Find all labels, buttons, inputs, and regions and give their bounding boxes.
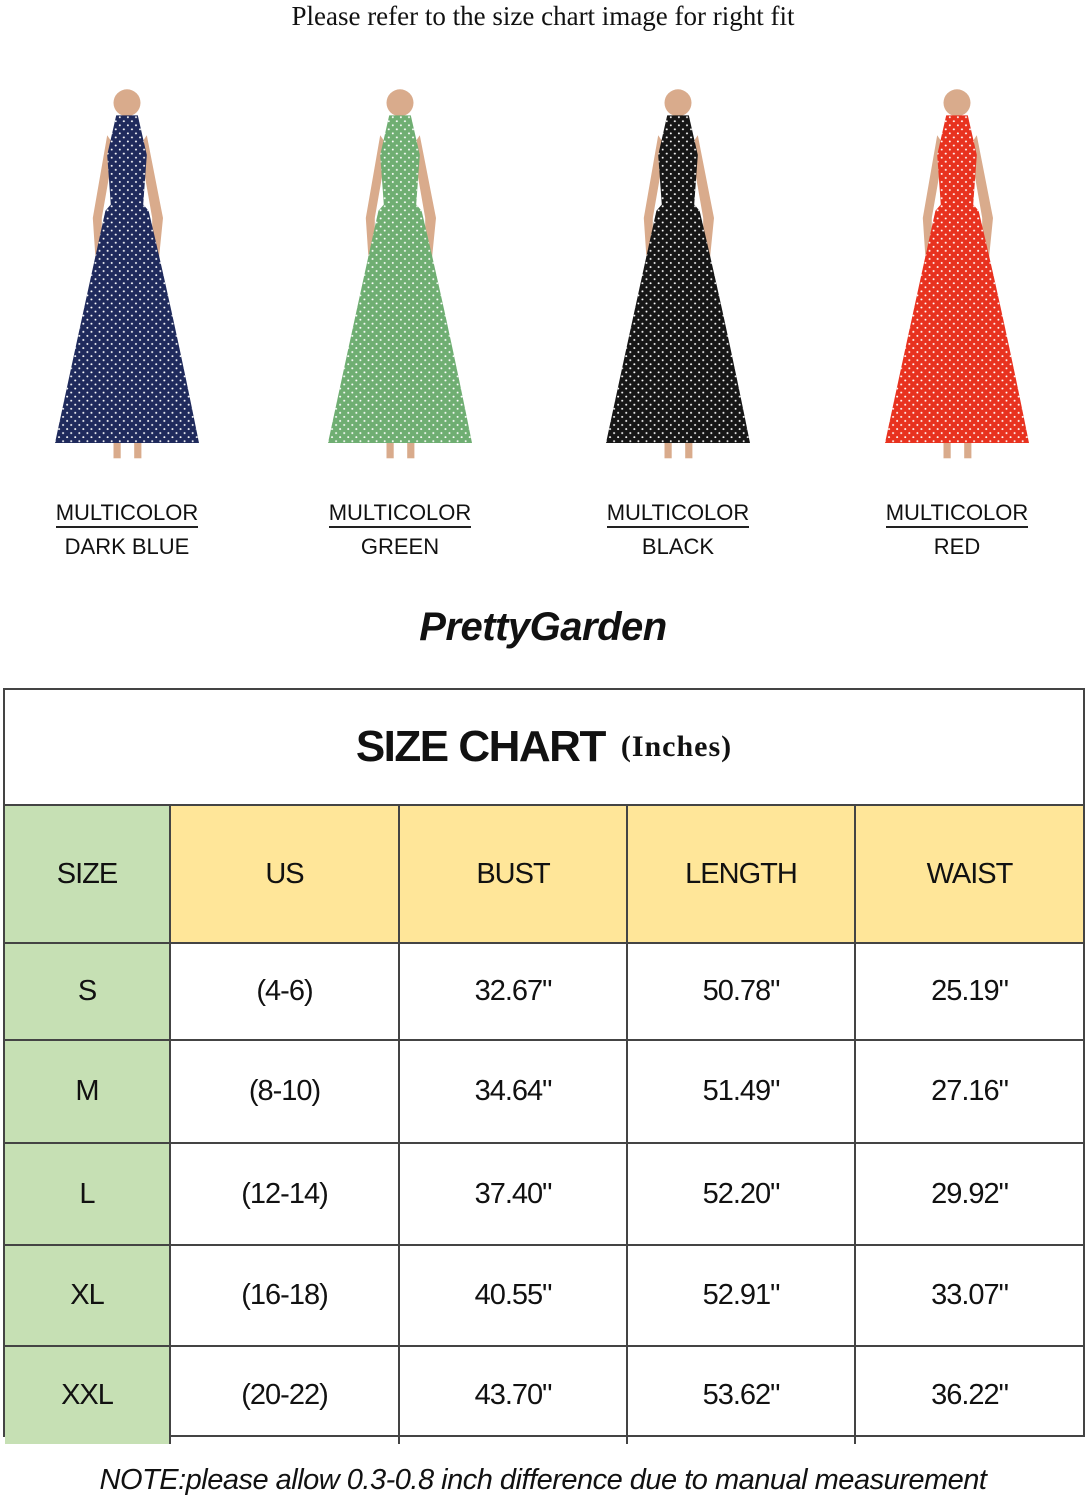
us-cell: (8-10) [171, 1041, 400, 1142]
waist-cell: 36.22" [931, 1379, 1009, 1411]
table-row: XXL (20-22) 43.70" 53.62" 36.22" [5, 1347, 1083, 1444]
table-row: XL (16-18) 40.55" 52.91" 33.07" [5, 1246, 1083, 1347]
us-cell: (12-14) [171, 1144, 400, 1244]
variant-line1: MULTICOLOR [328, 500, 472, 528]
length-cell: 52.20" [628, 1144, 856, 1244]
fit-note: Please refer to the size chart image for… [291, 1, 795, 31]
column-header: SIZE [5, 806, 171, 942]
bust-cell: 34.64" [400, 1041, 628, 1142]
column-header: US [171, 806, 400, 942]
column-header: LENGTH [628, 806, 856, 942]
bust-cell: 32.67" [400, 944, 628, 1039]
measurement-note: NOTE:please allow 0.3-0.8 inch differenc… [99, 1464, 987, 1496]
waist-cell: 29.92" [931, 1177, 1009, 1210]
column-header: WAIST [856, 806, 1083, 942]
variant-color: BLACK [641, 534, 715, 559]
table-row: M (8-10) 34.64" 51.49" 27.16" [5, 1041, 1083, 1144]
variant-color: GREEN [360, 534, 440, 559]
dress-photo [885, 89, 1029, 459]
waist-cell: 25.19" [931, 975, 1009, 1007]
us-cell: (16-18) [171, 1246, 400, 1345]
length-cell: 50.78" [628, 944, 856, 1039]
column-header: BUST [400, 806, 628, 942]
waist-cell: 27.16" [931, 1075, 1009, 1107]
bust-cell: 40.55" [400, 1246, 628, 1345]
size-cell: L [5, 1144, 171, 1244]
us-cell: (20-22) [171, 1347, 400, 1444]
variant-color: DARK BLUE [64, 534, 190, 559]
size-cell: S [5, 944, 171, 1039]
table-row: L (12-14) 37.40" 52.20" 29.92" [5, 1144, 1083, 1246]
size-chart-title: SIZE CHART (Inches) [5, 690, 1083, 806]
product-green[interactable]: MULTICOLOR GREEN [280, 62, 520, 562]
dress-photo [328, 89, 472, 459]
table-row: S (4-6) 32.67" 50.78" 25.19" [5, 944, 1083, 1041]
waist-cell: 33.07" [931, 1279, 1009, 1311]
variant-color: RED [933, 534, 981, 559]
brand-name: PrettyGarden [419, 605, 667, 649]
chart-unit: (Inches) [620, 730, 733, 763]
size-cell: XXL [5, 1347, 171, 1444]
us-cell: (4-6) [171, 944, 400, 1039]
header-row: SIZE US BUST LENGTH WAIST [5, 806, 1083, 944]
variant-line1: MULTICOLOR [55, 500, 199, 528]
product-red[interactable]: MULTICOLOR RED [837, 62, 1077, 562]
bust-cell: 37.40" [400, 1144, 628, 1244]
product-dark-blue[interactable]: MULTICOLOR DARK BLUE [7, 62, 247, 562]
bust-cell: 43.70" [400, 1347, 628, 1444]
dress-photo [55, 89, 199, 459]
chart-title: SIZE CHART [355, 722, 607, 771]
size-chart-table: SIZE CHART (Inches) SIZE US BUST LENGTH … [3, 688, 1085, 1444]
length-cell: 52.91" [628, 1246, 856, 1345]
variant-line1: MULTICOLOR [885, 500, 1029, 528]
length-cell: 51.49" [628, 1041, 856, 1142]
size-cell: XL [5, 1246, 171, 1345]
length-cell: 53.62" [628, 1347, 856, 1444]
variant-line1: MULTICOLOR [606, 500, 750, 528]
dress-photo [606, 89, 750, 459]
product-black[interactable]: MULTICOLOR BLACK [558, 62, 798, 562]
size-cell: M [5, 1041, 171, 1142]
